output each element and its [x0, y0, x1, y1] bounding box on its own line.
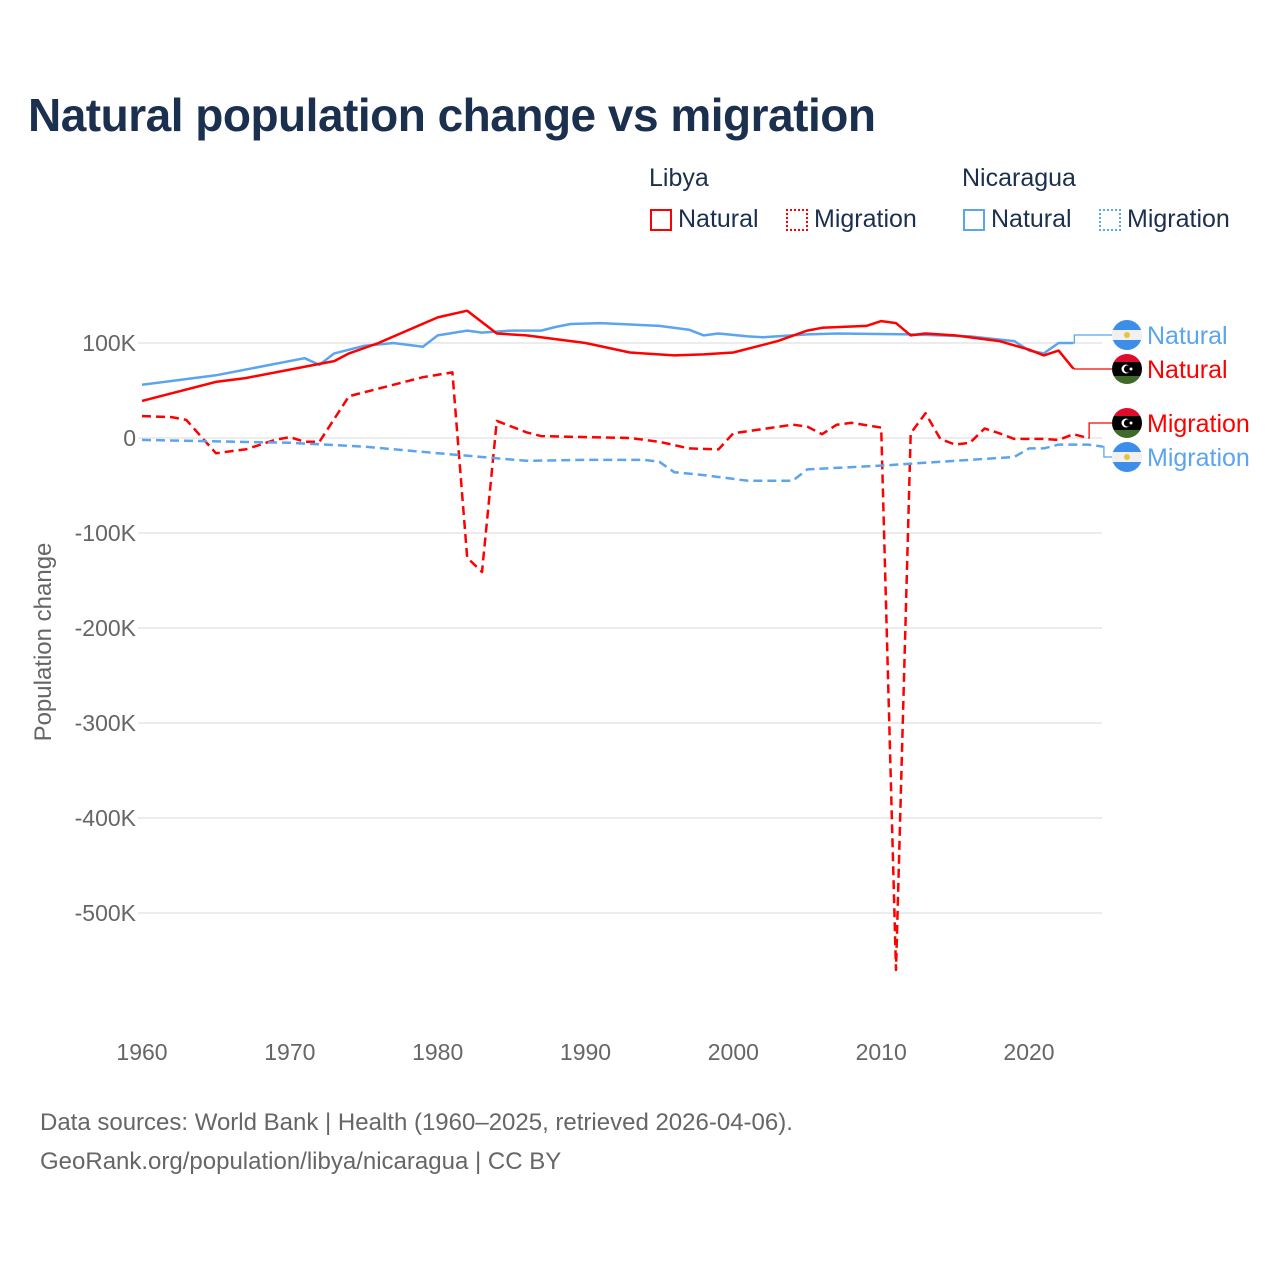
flag-crescent-cut — [1123, 365, 1132, 373]
legend-group-libya: Libya — [649, 164, 709, 192]
y-tick-label: -500K — [75, 900, 137, 926]
legend-nicaragua-migration[interactable]: Migration — [1099, 205, 1230, 234]
flag-star — [1129, 421, 1133, 425]
y-tick-label: -200K — [75, 615, 137, 641]
x-tick-label: 1960 — [116, 1039, 167, 1065]
x-tick-label: 1970 — [264, 1039, 315, 1065]
legend-libya-natural[interactable]: Natural — [650, 205, 759, 234]
legend-swatch-dotted — [786, 208, 808, 231]
flag-emblem — [1124, 454, 1130, 460]
flag-band — [1112, 430, 1142, 438]
flag-star — [1129, 367, 1133, 371]
flag-band — [1112, 354, 1142, 362]
series-line-nicaragua-migration — [141, 438, 1104, 483]
chart-title: Natural population change vs migration — [28, 89, 876, 141]
x-tick-label: 2000 — [708, 1039, 759, 1065]
series-end-label: Natural — [1147, 356, 1228, 384]
flag-band — [1112, 462, 1142, 472]
legend-nicaragua-natural[interactable]: Natural — [963, 205, 1072, 234]
series-end-label: Natural — [1147, 322, 1228, 350]
legend-group-nicaragua: Nicaragua — [962, 164, 1076, 192]
flag-band — [1112, 442, 1142, 452]
legend-swatch-dotted — [1099, 208, 1121, 231]
y-tick-label: 100K — [82, 330, 136, 356]
libya-flag-icon — [1112, 354, 1142, 384]
y-tick-label: -400K — [75, 805, 137, 831]
y-tick-label: -300K — [75, 710, 137, 736]
series-end-label: Migration — [1147, 410, 1250, 438]
flag-band — [1112, 408, 1142, 416]
nicaragua-flag-icon — [1112, 320, 1142, 350]
x-tick-label: 1990 — [560, 1039, 611, 1065]
connector-line — [1102, 445, 1112, 458]
flag-band — [1112, 376, 1142, 384]
legend-libya-migration[interactable]: Migration — [786, 205, 917, 234]
series-line-nicaragua-natural — [141, 321, 1074, 387]
footer-url[interactable]: GeoRank.org/population/libya/nicaragua |… — [40, 1148, 562, 1175]
legend-label: Migration — [814, 205, 917, 233]
y-axis-label: Population change — [30, 543, 57, 742]
flag-crescent-cut — [1123, 419, 1132, 427]
y-tick-label: -100K — [75, 520, 137, 546]
y-tick-label: 0 — [123, 425, 136, 451]
flag-emblem — [1124, 332, 1130, 338]
connector-line — [1073, 334, 1112, 344]
flag-band — [1112, 340, 1142, 350]
connector-line — [1088, 422, 1112, 439]
x-tick-label: 2010 — [856, 1039, 907, 1065]
x-tick-label: 2020 — [1003, 1039, 1054, 1065]
legend-label: Natural — [991, 205, 1072, 233]
x-tick-label: 1980 — [412, 1039, 463, 1065]
series-line-libya-migration — [141, 371, 1089, 972]
libya-flag-icon — [1112, 408, 1142, 438]
series-line-libya-natural — [141, 309, 1075, 403]
footer-source: Data sources: World Bank | Health (1960–… — [40, 1109, 793, 1136]
legend-swatch-solid — [963, 208, 985, 231]
legend-swatch-solid — [650, 208, 672, 231]
nicaragua-flag-icon — [1112, 442, 1142, 472]
legend-label: Natural — [678, 205, 759, 233]
flag-band — [1112, 320, 1142, 330]
series-end-label: Migration — [1147, 444, 1250, 472]
legend-label: Migration — [1127, 205, 1230, 233]
